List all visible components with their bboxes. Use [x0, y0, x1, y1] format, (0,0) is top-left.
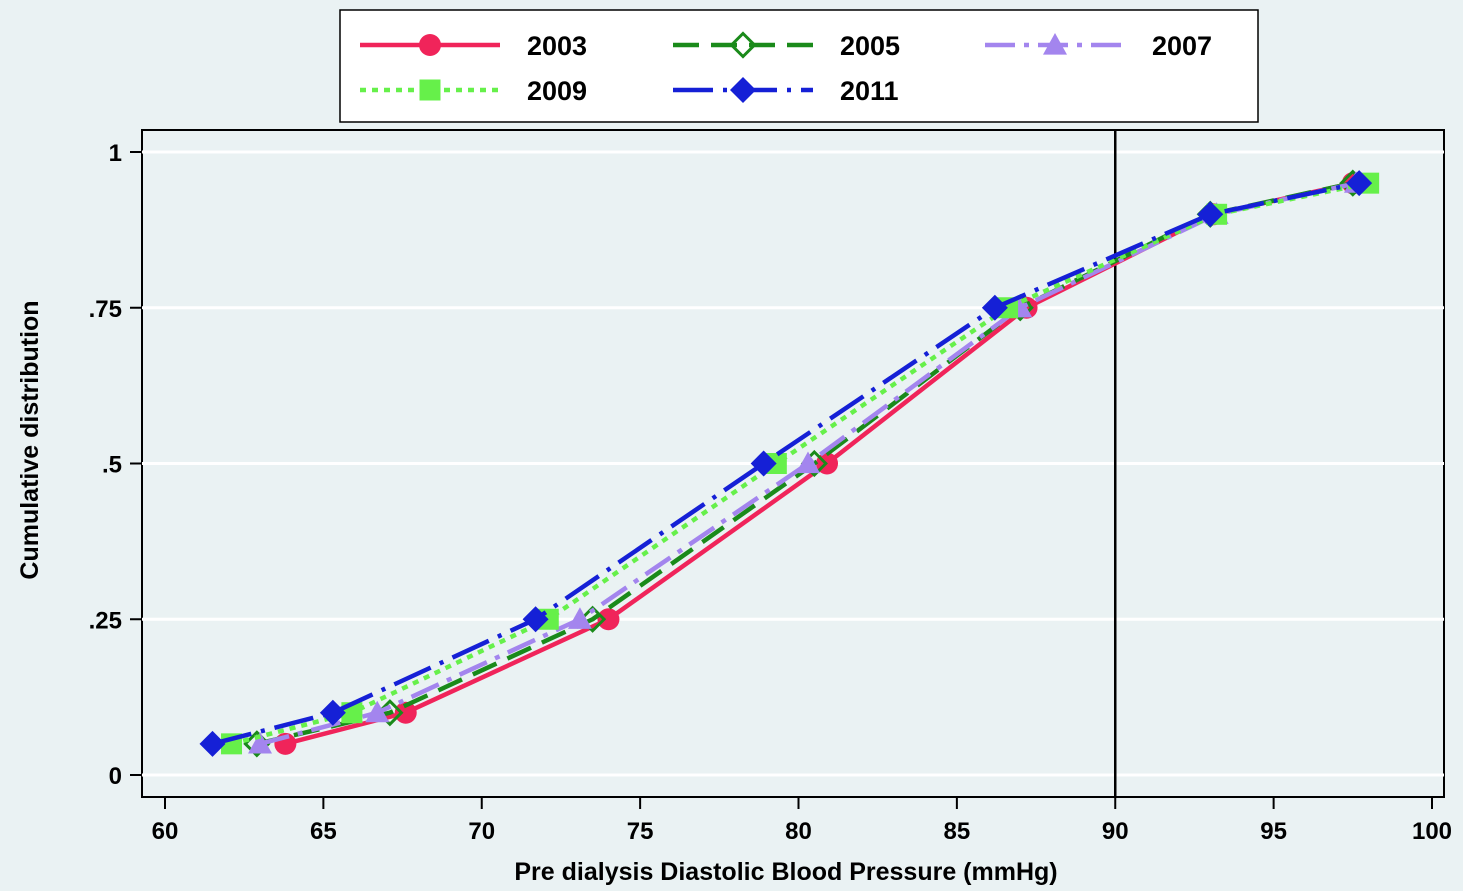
legend-item-2011: 2011 [673, 76, 899, 106]
x-tick-label: 60 [152, 818, 179, 845]
legend-label-2009: 2009 [527, 76, 587, 106]
data-point-2011 [199, 730, 226, 757]
data-point-2003 [394, 701, 417, 724]
data-point-2007 [365, 700, 390, 723]
data-point-2007 [248, 731, 273, 754]
data-point-2007 [567, 607, 592, 629]
legend-label-2003: 2003 [527, 31, 587, 61]
legend-marker-2011 [730, 77, 756, 103]
legend-item-2003: 2003 [360, 31, 587, 61]
data-point-2011 [1197, 201, 1224, 228]
data-point-2005 [578, 605, 607, 633]
legend: 2003 2005 2007 2009 2011 [339, 9, 1259, 123]
x-tick-label: 75 [627, 818, 654, 845]
x-tick-label: 95 [1260, 818, 1287, 845]
x-tick-label: 65 [310, 818, 337, 845]
series-group [199, 169, 1380, 758]
data-point-2011 [1346, 170, 1373, 197]
legend-item-2009: 2009 [360, 76, 587, 106]
legend-marker-2003 [419, 34, 441, 56]
x-tick-label: 90 [1102, 818, 1129, 845]
x-tick-label: 80 [785, 818, 812, 845]
y-tick-label: .25 [89, 607, 122, 634]
data-point-2011 [522, 606, 549, 633]
legend-item-2005: 2005 [673, 31, 900, 61]
legend-marker-2009 [419, 79, 441, 101]
gridlines [142, 150, 1444, 777]
x-tick-label: 100 [1412, 818, 1452, 845]
legend-box [339, 9, 1259, 123]
x-axis-title: Pre dialysis Diastolic Blood Pressure (m… [514, 858, 1057, 886]
y-tick-label: 0 [109, 763, 122, 790]
y-tick-label: 1 [109, 140, 122, 167]
data-point-2003 [597, 608, 620, 631]
x-tick-label: 70 [468, 818, 495, 845]
axes-group: 0 .25 .5 .75 1 60 65 70 75 80 85 90 95 100 [89, 140, 1452, 845]
legend-marker-2007 [1043, 33, 1067, 55]
legend-label-2005: 2005 [840, 31, 900, 61]
legend-label-2007: 2007 [1152, 31, 1212, 61]
legend-item-2007: 2007 [985, 31, 1212, 61]
series-2011 [199, 170, 1373, 757]
data-point-2011 [750, 450, 777, 477]
legend-marker-2005 [729, 31, 757, 59]
y-tick-label: .5 [102, 452, 122, 479]
data-point-2011 [319, 699, 346, 726]
y-axis-title: Cumulative distribution [16, 300, 44, 579]
x-tick-label: 85 [944, 818, 971, 845]
legend-label-2011: 2011 [840, 76, 899, 106]
data-point-2011 [981, 294, 1008, 321]
y-tick-label: .75 [89, 296, 122, 323]
data-point-2007 [796, 451, 821, 474]
